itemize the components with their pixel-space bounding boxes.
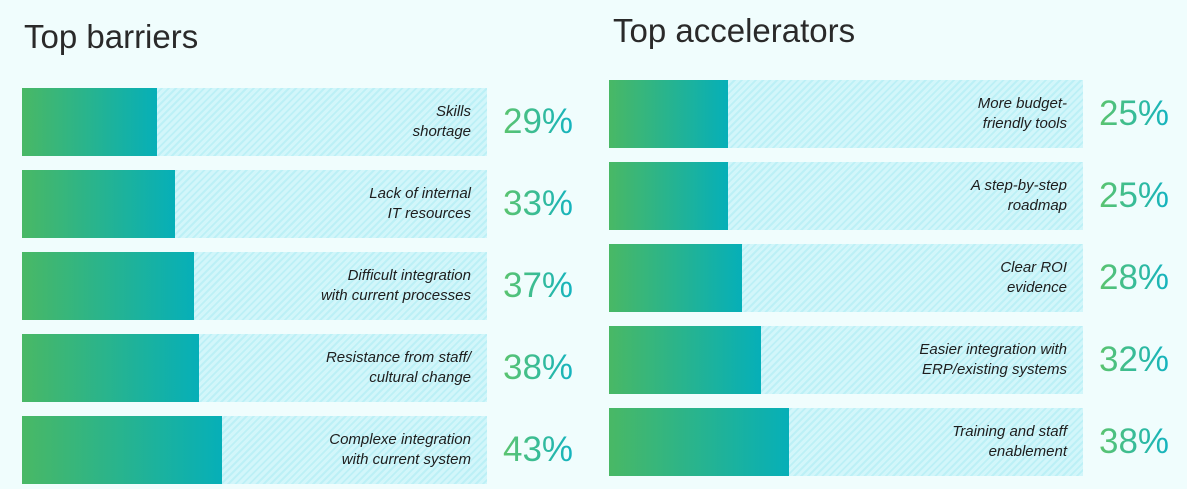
bar-row: Resistance from staff/ cultural change 38… (22, 334, 597, 402)
bar (609, 80, 728, 148)
accelerators-chart: Top accelerators More budget- friendly t… (609, 0, 1187, 489)
bar-label: Clear ROI evidence (1000, 259, 1067, 296)
bar-label: Skills shortage (412, 103, 471, 140)
value-label: 38% (503, 344, 573, 392)
bar (22, 88, 157, 156)
value-label: 29% (503, 98, 573, 146)
value-label: 37% (503, 262, 573, 310)
bar (22, 416, 222, 484)
bar-row: Lack of internal IT resources 33% (22, 170, 597, 238)
bar (609, 408, 790, 476)
bar-row: Clear ROI evidence 28% (609, 244, 1187, 312)
chart-title: Top accelerators (613, 12, 856, 49)
bar-label: Training and staff enablement (952, 423, 1067, 460)
value-label: 33% (503, 180, 573, 228)
bar-row: More budget- friendly tools 25% (609, 80, 1187, 148)
bar-label: Resistance from staff/ cultural change (325, 349, 471, 386)
value-label: 43% (503, 426, 573, 474)
value-label: 32% (1099, 336, 1169, 384)
bar-row: Training and staff enablement 38% (609, 408, 1187, 476)
value-label: 25% (1099, 90, 1169, 138)
value-label: 38% (1099, 418, 1169, 466)
chart-title: Top barriers (24, 18, 199, 55)
bar-row: Skills shortage 29% (22, 88, 597, 156)
bar-row: Easier integration with ERP/existing sys… (609, 326, 1187, 394)
bar-row: Difficult integration with current proce… (22, 252, 597, 320)
bar-label: Complexe integration with current system (329, 431, 471, 468)
bar (22, 170, 176, 238)
bar (609, 326, 761, 394)
bar-label: Easier integration with ERP/existing sys… (919, 341, 1067, 378)
barriers-chart: Top barriers Skills shortage 29% Lack of i… (22, 0, 602, 489)
bar (22, 334, 199, 402)
bar (22, 252, 195, 320)
value-label: 28% (1099, 254, 1169, 302)
bar-label: Lack of internal IT resources (369, 185, 471, 222)
bar-row: Complexe integration with current system… (22, 416, 597, 484)
bar (609, 244, 742, 312)
bar (609, 162, 728, 230)
bar-label: More budget- friendly tools (977, 95, 1067, 132)
bar-row: A step-by-step roadmap 25% (609, 162, 1187, 230)
value-label: 25% (1099, 172, 1169, 220)
bar-label: Difficult integration with current proce… (320, 267, 471, 304)
bar-label: A step-by-step roadmap (970, 177, 1067, 214)
